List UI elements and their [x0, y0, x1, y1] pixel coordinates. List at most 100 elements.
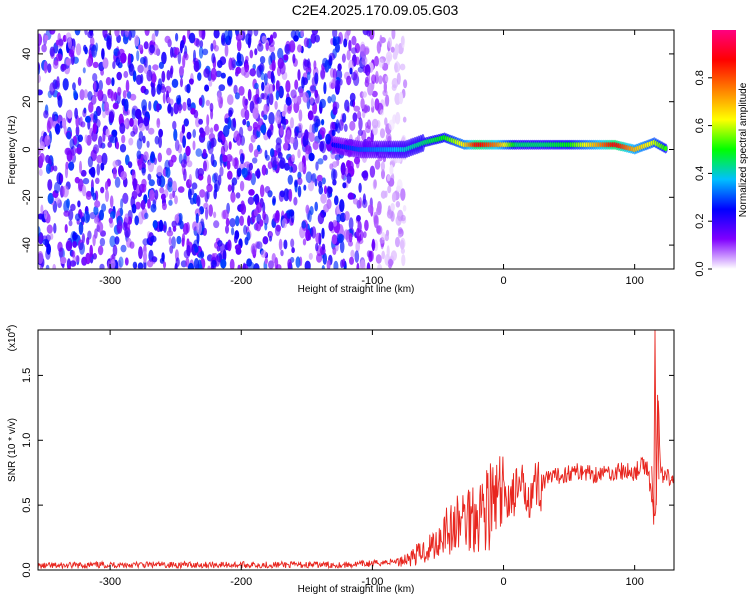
- noise-speck: [188, 78, 194, 85]
- noise-speck: [74, 30, 81, 36]
- noise-speck: [259, 184, 265, 198]
- noise-speck: [252, 157, 258, 164]
- spectrogram-x-axis-label: Height of straight line (km): [298, 284, 415, 295]
- noise-speck: [117, 86, 122, 96]
- noise-speck: [227, 94, 234, 106]
- noise-speck: [322, 154, 328, 161]
- noise-speck: [118, 256, 124, 268]
- noise-speck: [129, 241, 135, 249]
- noise-speck: [373, 179, 377, 189]
- noise-speck: [99, 209, 104, 221]
- noise-speck: [279, 190, 285, 198]
- noise-speck: [247, 196, 255, 205]
- noise-speck: [100, 69, 104, 76]
- noise-speck: [141, 99, 148, 111]
- noise-speck: [178, 212, 183, 223]
- noise-speck: [84, 46, 88, 55]
- noise-speck: [279, 61, 286, 75]
- noise-speck: [203, 160, 207, 172]
- noise-speck: [340, 162, 346, 176]
- noise-speck: [157, 78, 163, 91]
- noise-speck: [151, 33, 156, 43]
- noise-speck: [156, 118, 161, 128]
- noise-speck: [390, 202, 395, 212]
- noise-speck: [149, 189, 155, 201]
- noise-speck: [210, 43, 214, 52]
- noise-speck: [235, 192, 241, 199]
- noise-speck: [301, 220, 307, 229]
- noise-speck: [332, 30, 338, 39]
- noise-speck: [56, 53, 63, 62]
- noise-speck: [188, 188, 192, 200]
- noise-speck: [361, 170, 369, 179]
- noise-speck: [359, 44, 366, 57]
- noise-speck: [227, 76, 233, 86]
- noise-speck: [80, 121, 86, 128]
- noise-speck: [143, 88, 149, 95]
- noise-speck: [313, 115, 320, 128]
- noise-speck: [321, 177, 326, 185]
- noise-speck: [351, 35, 357, 46]
- noise-speck: [371, 118, 379, 129]
- colorbar-tick-label: 0.4: [694, 166, 706, 181]
- noise-speck: [366, 71, 371, 85]
- noise-speck: [364, 219, 369, 232]
- noise-speck: [379, 109, 384, 116]
- noise-speck: [215, 70, 222, 78]
- noise-speck: [158, 61, 164, 69]
- noise-speck: [328, 221, 334, 232]
- noise-speck: [63, 210, 70, 217]
- noise-speck: [146, 69, 153, 82]
- noise-speck: [305, 204, 310, 215]
- noise-speck: [380, 190, 387, 199]
- noise-speck: [196, 221, 203, 235]
- noise-speck: [290, 238, 295, 248]
- noise-speck: [369, 165, 376, 178]
- noise-speck: [334, 195, 339, 206]
- noise-speck: [233, 84, 238, 95]
- spectrogram-x-tick-label: 0: [500, 275, 506, 287]
- noise-speck: [348, 217, 354, 231]
- noise-speck: [297, 149, 301, 159]
- noise-speck: [104, 181, 109, 191]
- noise-speck: [205, 99, 211, 106]
- noise-speck: [208, 204, 213, 217]
- noise-speck: [402, 205, 407, 212]
- noise-speck: [374, 55, 379, 67]
- noise-speck: [278, 238, 283, 251]
- noise-speck: [355, 56, 360, 66]
- noise-speck: [82, 67, 86, 74]
- noise-speck: [231, 182, 235, 193]
- noise-speck: [307, 58, 311, 69]
- noise-speck: [339, 78, 343, 86]
- noise-speck: [261, 81, 265, 92]
- snr-x-tick-label: 100: [625, 576, 643, 588]
- noise-speck: [177, 186, 185, 193]
- noise-speck: [202, 148, 207, 158]
- noise-speck: [65, 58, 72, 66]
- noise-speck: [248, 162, 253, 171]
- noise-speck: [104, 101, 109, 112]
- noise-speck: [198, 118, 204, 125]
- noise-speck: [387, 185, 392, 194]
- spectrogram-x-tick-label: -300: [99, 275, 121, 287]
- noise-speck: [172, 120, 177, 130]
- svg-text:(x104): (x104): [6, 325, 18, 352]
- noise-speck: [315, 242, 319, 252]
- noise-speck: [77, 200, 81, 208]
- noise-speck: [169, 68, 173, 79]
- colorbar-tick-label: 0.2: [694, 214, 706, 229]
- noise-speck: [270, 70, 275, 83]
- noise-speck: [164, 85, 172, 94]
- noise-speck: [154, 189, 159, 200]
- noise-speck: [342, 113, 347, 123]
- colorbar-tick-label: 0.6: [694, 118, 706, 133]
- noise-speck: [227, 239, 232, 252]
- noise-speck: [180, 77, 183, 88]
- noise-speck: [209, 127, 214, 134]
- noise-speck: [339, 199, 345, 213]
- noise-speck: [357, 66, 364, 73]
- noise-speck: [115, 141, 120, 150]
- noise-speck: [259, 56, 266, 64]
- noise-speck: [394, 43, 399, 56]
